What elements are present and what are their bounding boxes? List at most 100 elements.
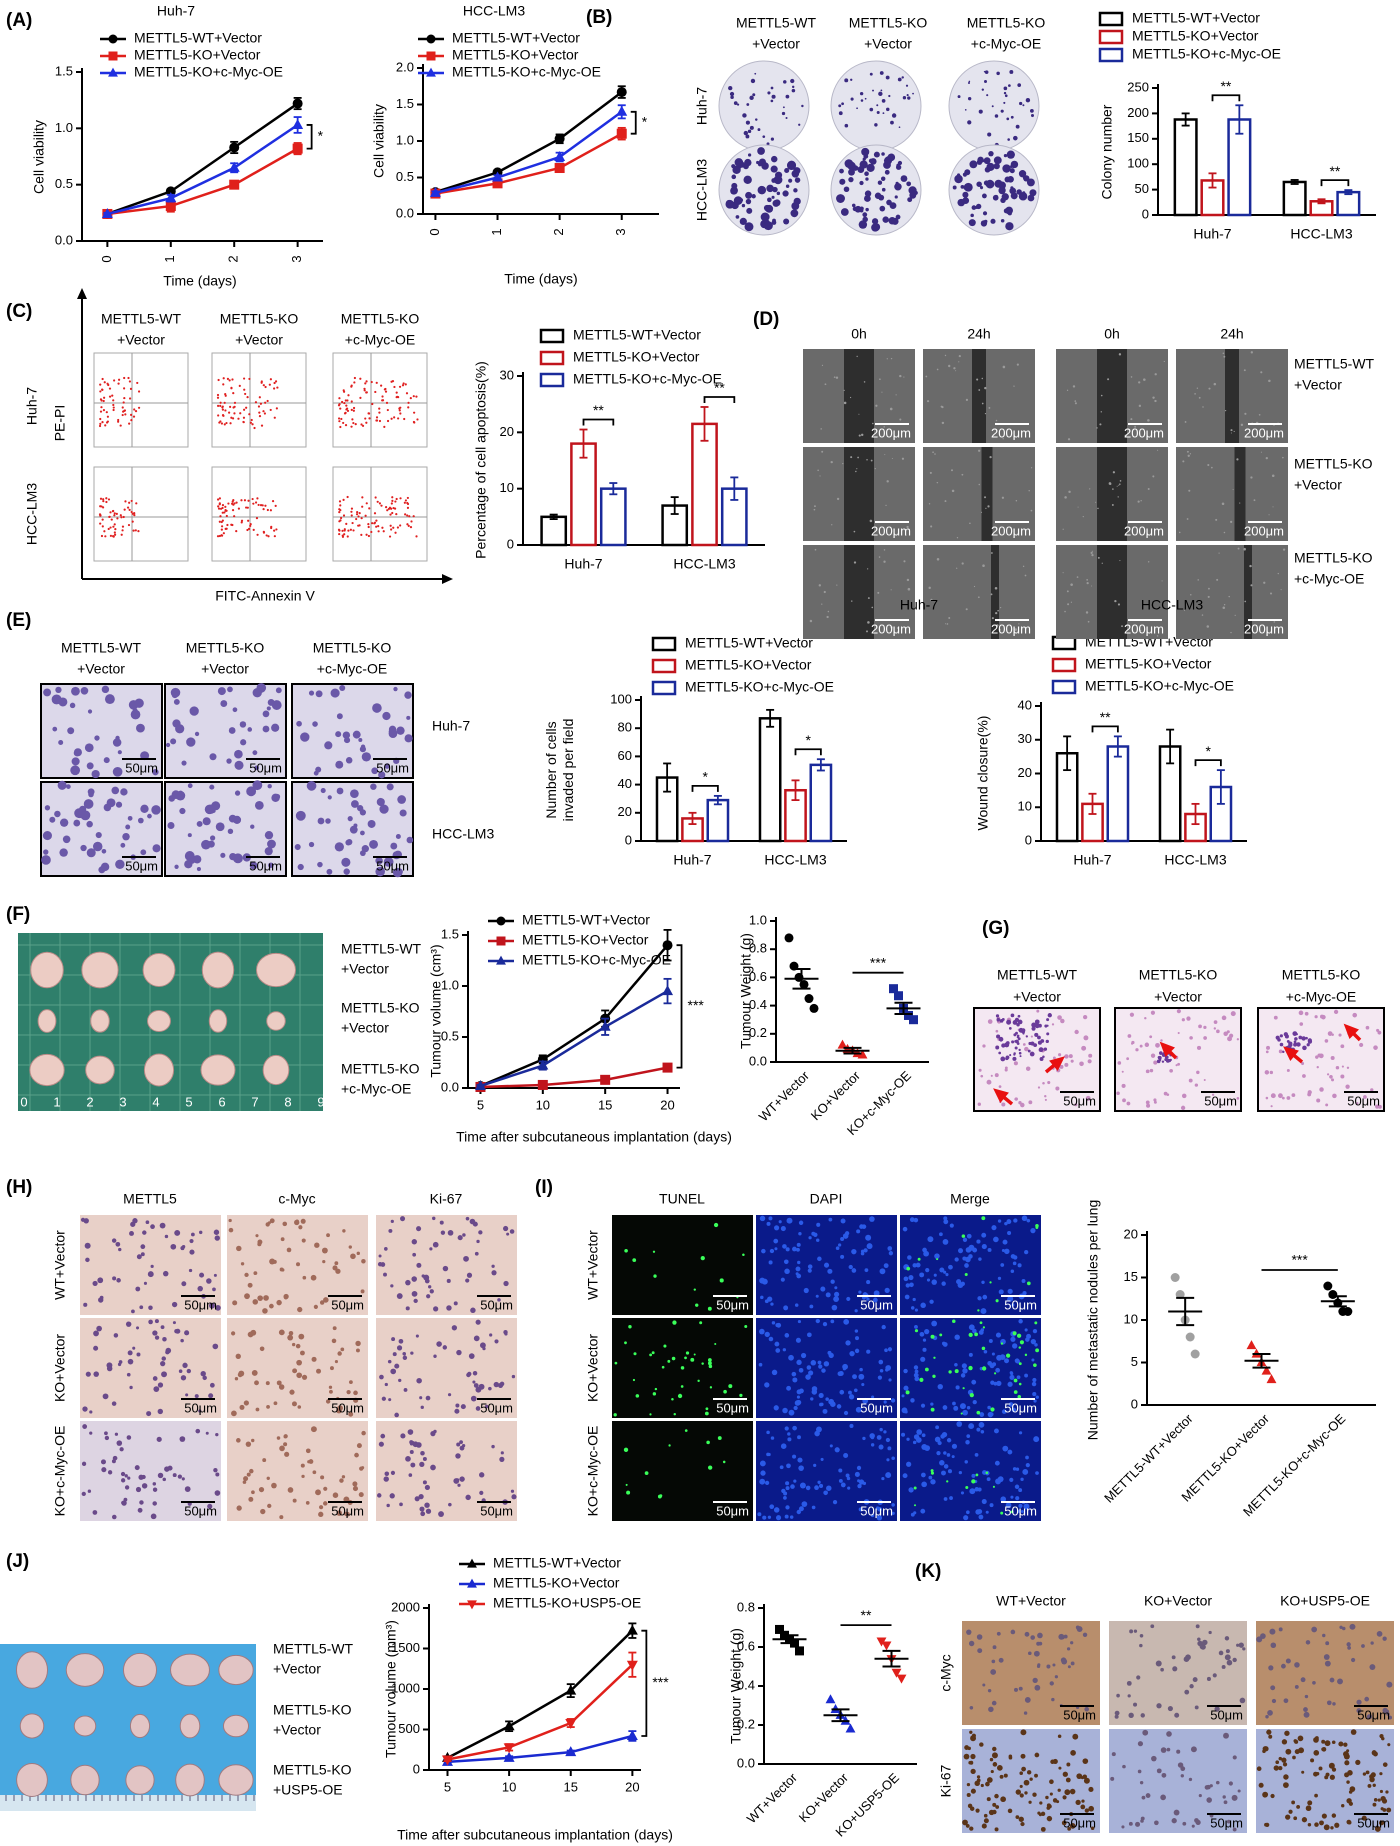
tunel-signal (680, 1385, 684, 1388)
cell (875, 404, 878, 407)
nucleus (1121, 1825, 1125, 1829)
nucleus (154, 1319, 159, 1324)
tumour (200, 1054, 236, 1086)
nodule (1047, 1013, 1052, 1018)
nucleus (1346, 1642, 1351, 1647)
nucleus (1133, 1702, 1138, 1707)
cell (1222, 352, 1225, 355)
nucleus (1314, 1793, 1318, 1798)
nucleus (172, 1321, 176, 1325)
colony (1003, 194, 1007, 198)
nucleus (1011, 1407, 1017, 1413)
cell (1224, 409, 1227, 412)
tunel-signal (693, 1353, 696, 1356)
nucleus (433, 1429, 437, 1434)
tunel-signal (713, 1222, 719, 1228)
nucleus (491, 1270, 497, 1276)
tissue (1194, 1083, 1199, 1087)
flow-event (112, 406, 115, 409)
flow-event (365, 533, 368, 536)
nucleus (420, 1405, 424, 1409)
nucleus (834, 1447, 840, 1453)
nucleus (1206, 1797, 1212, 1803)
tissue (1060, 1018, 1065, 1024)
tissue (1345, 1084, 1350, 1089)
nucleus (786, 1385, 792, 1391)
flow-event (223, 511, 226, 514)
flow-event (353, 381, 356, 384)
cell (830, 460, 833, 464)
colony (909, 191, 917, 199)
nucleus (497, 1298, 501, 1302)
nucleus (89, 1410, 93, 1414)
nucleus (1291, 1800, 1296, 1805)
nodule (1018, 1048, 1021, 1052)
series-line (480, 1066, 668, 1089)
nucleus (234, 1377, 239, 1381)
flow-event (378, 407, 381, 410)
colony (878, 91, 883, 96)
cell (1157, 449, 1159, 451)
nucleus (904, 1294, 910, 1300)
nucleus (1262, 1749, 1266, 1754)
nucleus (764, 1331, 770, 1338)
column-label: +c-Myc-OE (317, 661, 387, 677)
cell (1243, 547, 1246, 551)
flow-event (229, 405, 232, 408)
cell (836, 584, 838, 586)
nucleus (913, 1511, 917, 1515)
colony (738, 198, 744, 203)
colony (1023, 175, 1030, 182)
tissue (1270, 1105, 1273, 1108)
tumour (262, 1054, 290, 1086)
nucleus (332, 1492, 339, 1498)
flow-event (251, 423, 254, 426)
tissue (1064, 1062, 1069, 1067)
nucleus (125, 1321, 132, 1327)
colony (747, 129, 752, 134)
tumour (85, 1055, 115, 1085)
cell (836, 497, 840, 501)
cell (1107, 378, 1110, 381)
nucleus (879, 1427, 883, 1432)
colony (884, 169, 890, 175)
tunel-signal (977, 1309, 980, 1312)
flow-event (259, 504, 263, 507)
data-point (565, 1719, 577, 1730)
nucleus (1049, 1792, 1053, 1796)
flow-event (341, 529, 344, 532)
nucleus (1194, 1818, 1199, 1823)
nucleus (1374, 1826, 1381, 1832)
colony (838, 104, 842, 108)
tissue (1320, 1014, 1324, 1019)
nucleus (361, 1466, 365, 1470)
tunel-signal (979, 1321, 983, 1325)
nucleus (1021, 1279, 1026, 1283)
nucleus (770, 1302, 774, 1306)
flow-event (247, 499, 250, 502)
flow-event (240, 499, 243, 502)
ihc-image (1256, 1621, 1394, 1725)
tunel-signal (739, 1393, 743, 1398)
nucleus (1362, 1772, 1367, 1776)
flow-event (251, 497, 254, 501)
nucleus (390, 1368, 397, 1375)
nucleus (1167, 1705, 1173, 1712)
flow-event (239, 412, 242, 415)
cell (67, 727, 75, 735)
flow-event (221, 408, 224, 411)
nucleus (387, 1359, 392, 1364)
flow-event (260, 381, 263, 384)
cell (1230, 631, 1232, 634)
nucleus (232, 1300, 238, 1306)
flow-event (136, 381, 139, 385)
nucleus (995, 1805, 1000, 1809)
nucleus (966, 1510, 970, 1515)
cell (1230, 432, 1232, 434)
flow-event (121, 529, 124, 532)
colony (757, 128, 761, 132)
nucleus (879, 1268, 886, 1275)
nucleus (355, 1348, 360, 1353)
nucleus (1298, 1747, 1305, 1754)
legend-label: METTL5-WT+Vector (134, 30, 262, 46)
